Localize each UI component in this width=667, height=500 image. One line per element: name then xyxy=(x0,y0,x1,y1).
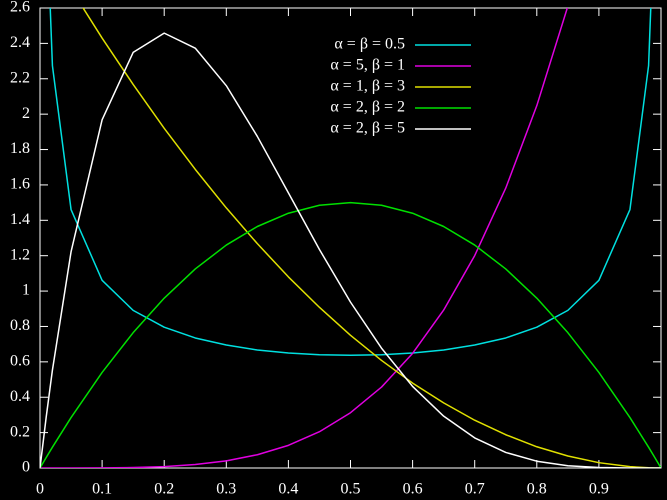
x-tick-label: 0.3 xyxy=(216,481,236,498)
legend-label: α = β = 0.5 xyxy=(334,36,405,53)
y-tick-label: 0.2 xyxy=(10,423,30,440)
x-tick-label: 0.6 xyxy=(403,481,423,498)
series-line xyxy=(49,8,652,357)
legend-label: α = 2, β = 2 xyxy=(330,99,405,116)
y-tick-label: 2.6 xyxy=(10,0,30,16)
series-line xyxy=(40,201,661,468)
y-tick-label: 1.2 xyxy=(10,246,30,263)
y-tick-label: 0 xyxy=(22,459,30,476)
y-tick-label: 0.8 xyxy=(10,317,30,334)
y-tick-label: 1 xyxy=(22,282,30,299)
x-tick-label: 0.7 xyxy=(465,481,485,498)
y-tick-label: 0.4 xyxy=(10,388,30,405)
series-line xyxy=(40,8,569,468)
x-tick-label: 0.8 xyxy=(527,481,547,498)
y-tick-label: 1.6 xyxy=(10,176,30,193)
y-tick-label: 1.8 xyxy=(10,140,30,157)
x-tick-label: 0.4 xyxy=(278,481,298,498)
plot-area xyxy=(40,8,661,468)
y-tick-label: 1.4 xyxy=(10,211,30,228)
y-tick-label: 2.4 xyxy=(10,34,30,51)
series-line xyxy=(40,32,661,468)
series-line xyxy=(82,8,661,468)
legend-label: α = 2, β = 5 xyxy=(330,120,405,137)
y-tick-label: 2 xyxy=(22,105,30,122)
x-tick-label: 0.9 xyxy=(589,481,609,498)
x-tick-label: 0 xyxy=(36,481,44,498)
x-tick-label: 0.1 xyxy=(92,481,112,498)
legend-label: α = 1, β = 3 xyxy=(330,78,405,95)
x-tick-label: 0.5 xyxy=(341,481,361,498)
y-tick-label: 2.2 xyxy=(10,69,30,86)
y-tick-label: 0.6 xyxy=(10,353,30,370)
x-tick-label: 0.2 xyxy=(154,481,174,498)
legend-label: α = 5, β = 1 xyxy=(330,57,405,74)
